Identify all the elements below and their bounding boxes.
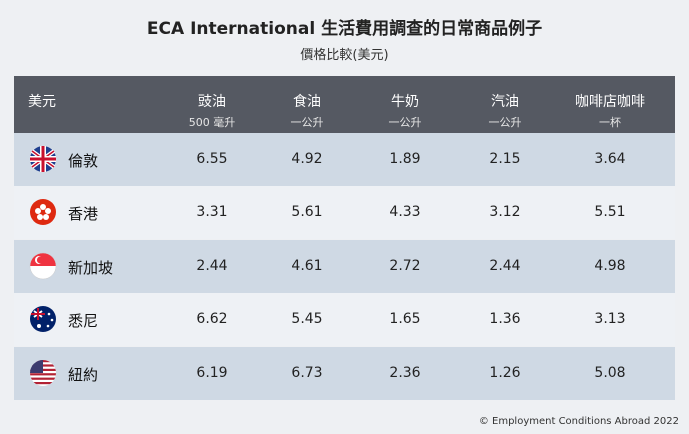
- flag: [29, 198, 57, 226]
- cell-value: 3.13: [594, 311, 626, 328]
- flag: [29, 252, 57, 280]
- city-name: 倫敦: [68, 152, 99, 170]
- flag: [29, 145, 57, 173]
- cell-value: 1.89: [389, 151, 421, 167]
- cell-value: 1.65: [389, 311, 421, 328]
- cell-value: 6.62: [196, 311, 228, 328]
- cell-value: 2.15: [489, 151, 521, 167]
- column-unit: 500 毫升: [188, 116, 236, 129]
- city-name: 新加坡: [68, 258, 114, 277]
- flag-icon: [29, 252, 57, 280]
- cell-value: 5.08: [594, 364, 626, 381]
- flag: [29, 359, 57, 387]
- flag-icon: [30, 359, 56, 386]
- cell-value: 5.61: [291, 204, 323, 221]
- table-row: [14, 133, 675, 186]
- cell-value: 4.61: [291, 257, 323, 274]
- city-name: 香港: [68, 205, 99, 224]
- table-row: [14, 293, 675, 347]
- column-unit: 一公升: [488, 116, 522, 129]
- table-row: [14, 239, 675, 293]
- flag-icon: [30, 146, 56, 172]
- cell-value: 1.26: [489, 364, 521, 381]
- cell-value: 2.44: [489, 257, 521, 274]
- city-name: 悉尼: [68, 312, 99, 331]
- cell-value: 1.36: [489, 311, 521, 328]
- cell-value: 3.12: [489, 204, 521, 221]
- table-row: [14, 346, 675, 400]
- cell-value: 2.72: [389, 257, 421, 274]
- cell-value: 3.64: [594, 151, 626, 167]
- cell-value: 4.33: [389, 204, 421, 221]
- title: ECA International 生活費用調查的日常商品例子: [146, 19, 543, 39]
- subtitle: 價格比較(美元): [300, 48, 389, 63]
- cell-value: 3.31: [196, 204, 228, 221]
- flag: [29, 305, 57, 333]
- column-unit: 一公升: [290, 116, 324, 129]
- column-name: 牛奶: [391, 94, 419, 110]
- column-name: 豉油: [198, 94, 226, 110]
- cell-value: 4.92: [291, 151, 323, 167]
- column-unit: 一公升: [388, 116, 422, 129]
- cell-value: 2.44: [196, 257, 228, 274]
- cell-value: 6.73: [291, 364, 323, 381]
- column-unit: 一杯: [599, 116, 621, 129]
- column-name: 咖啡店咖啡: [575, 94, 645, 110]
- flag-icon: [30, 306, 56, 333]
- city-name: 紐約: [68, 365, 99, 384]
- column-name: 食油: [293, 94, 321, 110]
- cell-value: 6.19: [196, 364, 228, 381]
- cell-value: 6.55: [196, 151, 228, 167]
- flag-icon: [30, 199, 56, 226]
- corner-label: 美元: [28, 94, 56, 110]
- header-row: [14, 76, 675, 133]
- cell-value: 5.45: [291, 311, 323, 328]
- table-row: [14, 186, 675, 240]
- cell-value: 2.36: [389, 364, 421, 381]
- column-name: 汽油: [491, 94, 519, 110]
- cell-value: 5.51: [594, 204, 626, 221]
- cell-value: 4.98: [594, 257, 626, 274]
- footer: © Employment Conditions Abroad 2022: [478, 416, 679, 427]
